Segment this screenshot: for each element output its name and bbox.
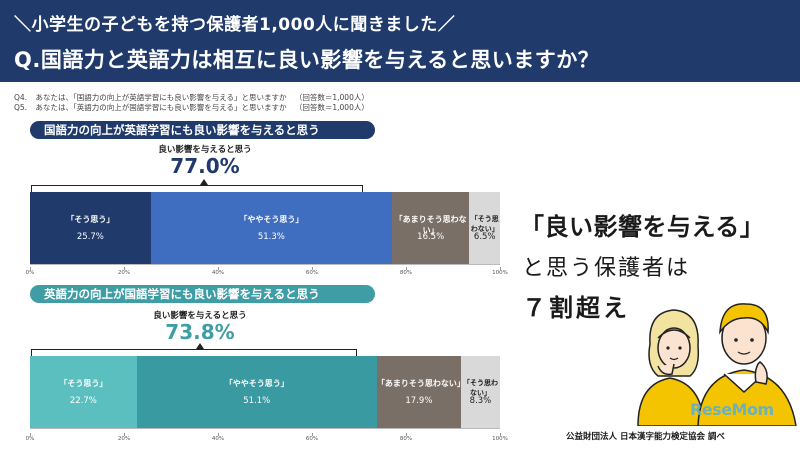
highlight-line-3: ７割超え	[522, 294, 630, 322]
chart1-x-axis: 0% 20% 40% 60% 80% 100%	[26, 267, 508, 280]
chart1-segment-label: 「そう思う」	[66, 215, 115, 224]
chart1-segment-2: 「ややそう思う」 51.3%	[150, 192, 392, 264]
chart1-title: 国語力の向上が英語学習にも良い影響を与えると思う	[30, 121, 375, 139]
highlight-callout: 「良い影響を与える」 と思う保護者は ７割超え	[520, 207, 800, 323]
chart1-segment-label: 「そう思わない」	[470, 215, 499, 233]
chart2-segment-label: 「ややそう思う」	[224, 379, 289, 388]
highlight-line-1: 「良い影響を与える」	[520, 213, 765, 241]
chart1-tick-mark	[312, 267, 313, 270]
chart1-tick-mark	[500, 267, 501, 270]
header-banner: ＼小学生の子どもを持つ保護者1,000人に聞きました／ Q.国語力と英語力は相互…	[0, 0, 800, 82]
chart2-bracket-pointer	[196, 343, 204, 349]
survey-line: ＼小学生の子どもを持つ保護者1,000人に聞きました／	[14, 15, 456, 35]
chart2-bracket	[31, 349, 357, 356]
highlight-line-2: と思う保護者は	[522, 256, 691, 281]
chart2-stacked-bar: 「そう思う」 22.7% 「ややそう思う」 51.1% 「あまりそう思わない」 17.9%…	[30, 356, 500, 429]
chart1-tick-mark	[124, 267, 125, 270]
chart2-tick-mark	[500, 433, 501, 436]
resemom-watermark: ReseMom	[690, 400, 774, 419]
chart2-segment-label: 「あまりそう思わない」	[376, 379, 465, 388]
chart1-tick-label: 20%	[117, 270, 131, 276]
chart2-segment-label: 「そう思う」	[59, 379, 108, 388]
chart2-summary-label: 良い影響を与えると思う	[153, 311, 247, 321]
chart1-tick-label: 100%	[492, 270, 508, 276]
note-q4: Q4. あなたは、「国語力の向上が英語学習にも良い影響を与える」と思いますか （…	[14, 93, 375, 103]
chart1-bracket	[31, 185, 363, 192]
chart1-segment-value: 16.5%	[417, 232, 445, 242]
chart1-tick-mark	[406, 267, 407, 270]
chart2-tick-label: 0%	[25, 436, 35, 442]
chart2-tick-label: 40%	[211, 436, 225, 442]
note-q4-text: あなたは、「国語力の向上が英語学習にも良い影響を与える」と思いますか	[35, 93, 287, 102]
chart2-title: 英語力の向上が国語学習にも良い影響を与えると思う	[30, 285, 375, 303]
chart1-segment-3: 「あまりそう思わない」 16.5%	[391, 192, 470, 264]
parents-illustration	[637, 303, 797, 426]
chart2-tick-mark	[406, 433, 407, 436]
chart2-tick-label: 60%	[305, 436, 319, 442]
chart2-segment-3: 「あまりそう思わない」 17.9%	[376, 356, 465, 428]
chart2-segment-2: 「ややそう思う」 51.1%	[136, 356, 377, 428]
man-figure	[697, 303, 797, 426]
chart1-summary-label: 良い影響を与えると思う	[158, 145, 252, 155]
chart1-tick-label: 0%	[25, 270, 35, 276]
chart2-segment-value: 22.7%	[69, 396, 97, 406]
chart1-segment-1: 「そう思う」 25.7%	[30, 192, 151, 264]
chart1-summary-value: 77.0%	[170, 154, 240, 178]
chart2-tick-label: 100%	[492, 436, 508, 442]
chart2-tick-mark	[218, 433, 219, 436]
chart1-segment-value: 51.3%	[257, 232, 285, 242]
source-credit: 公益財団法人 日本漢字能力検定協会 調べ	[566, 432, 725, 442]
chart1-tick-label: 80%	[399, 270, 413, 276]
chart1-segment-label: 「あまりそう思わない」	[394, 215, 467, 235]
chart1-tick-mark	[30, 267, 31, 270]
note-q5-count: （回答数＝1,000人）	[294, 103, 369, 112]
chart1-segment-4: 「そう思わない」 6.5%	[469, 192, 500, 264]
question-notes: Q4. あなたは、「国語力の向上が英語学習にも良い影響を与える」と思いますか （…	[14, 93, 375, 113]
note-q5-text: あなたは、「英語力の向上が国語学習にも良い影響を与える」と思いますか	[35, 103, 287, 112]
note-q4-count: （回答数＝1,000人）	[294, 93, 369, 102]
chart1-tick-label: 60%	[305, 270, 319, 276]
note-q5-number: Q5.	[14, 103, 28, 112]
note-q5: Q5. あなたは、「英語力の向上が国語学習にも良い影響を与える」と思いますか （…	[14, 103, 375, 113]
chart2-segment-value: 51.1%	[243, 396, 271, 406]
note-q4-number: Q4.	[14, 93, 28, 102]
chart2-segment-label: 「そう思わない」	[462, 379, 498, 397]
chart2-segment-4: 「そう思わない」 8.3%	[460, 356, 500, 428]
chart2-tick-mark	[312, 433, 313, 436]
chart2-tick-mark	[124, 433, 125, 436]
chart2-tick-label: 20%	[117, 436, 131, 442]
chart2-tick-label: 80%	[399, 436, 413, 442]
chart1-segment-value: 25.7%	[76, 232, 104, 242]
chart1-segment-label: 「ややそう思う」	[239, 215, 304, 224]
chart2-summary-value: 73.8%	[165, 320, 235, 344]
chart1-segment-value: 6.5%	[473, 232, 496, 242]
chart1-stacked-bar: 「そう思う」 25.7% 「ややそう思う」 51.3% 「あまりそう思わない」 16.5%…	[30, 192, 500, 265]
chart2-tick-mark	[30, 433, 31, 436]
chart2-segment-value: 8.3%	[469, 396, 492, 406]
chart2-x-axis: 0% 20% 40% 60% 80% 100%	[26, 433, 508, 446]
chart2-segment-value: 17.9%	[405, 396, 433, 406]
chart2-segment-1: 「そう思う」 22.7%	[30, 356, 137, 428]
chart1-bracket-pointer	[200, 179, 208, 185]
chart1-tick-label: 40%	[211, 270, 225, 276]
question-title: Q.国語力と英語力は相互に良い影響を与えると思いますか？	[14, 48, 600, 72]
chart1-tick-mark	[218, 267, 219, 270]
